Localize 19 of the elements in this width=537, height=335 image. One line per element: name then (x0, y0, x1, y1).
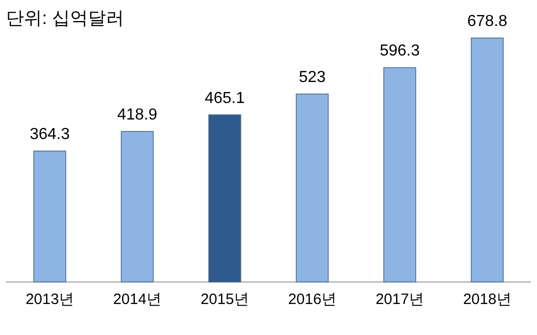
data-label: 596.3 (380, 42, 420, 60)
data-label: 364.3 (30, 126, 70, 144)
data-label: 678.8 (467, 13, 508, 30)
chart-title: 단위: 십억달러 (6, 8, 124, 28)
bar (470, 38, 504, 282)
x-tick-label: 2015년 (200, 291, 249, 308)
bar (120, 131, 154, 282)
x-tick-label: 2014년 (113, 291, 162, 308)
x-tick-label: 2017년 (376, 291, 424, 308)
x-tick-label: 2018년 (463, 291, 512, 308)
bar (296, 94, 329, 282)
bar (383, 67, 416, 282)
x-tick-label: 2016년 (288, 291, 336, 308)
data-label: 465.1 (204, 90, 245, 107)
data-label: 523 (298, 69, 326, 86)
bar (208, 114, 242, 282)
x-tick-label: 2013년 (26, 291, 74, 308)
data-label: 418.9 (117, 106, 158, 124)
bar (33, 150, 66, 282)
